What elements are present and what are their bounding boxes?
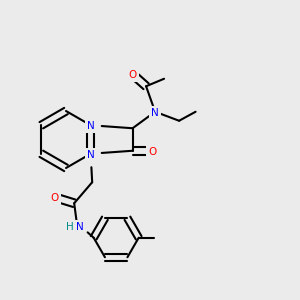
Text: O: O [128,70,137,80]
Text: O: O [148,147,156,157]
Text: N: N [87,150,94,160]
Text: N: N [76,222,84,232]
Text: O: O [51,193,59,203]
Text: N: N [87,121,94,131]
Text: H: H [66,222,74,232]
Text: N: N [151,108,159,118]
